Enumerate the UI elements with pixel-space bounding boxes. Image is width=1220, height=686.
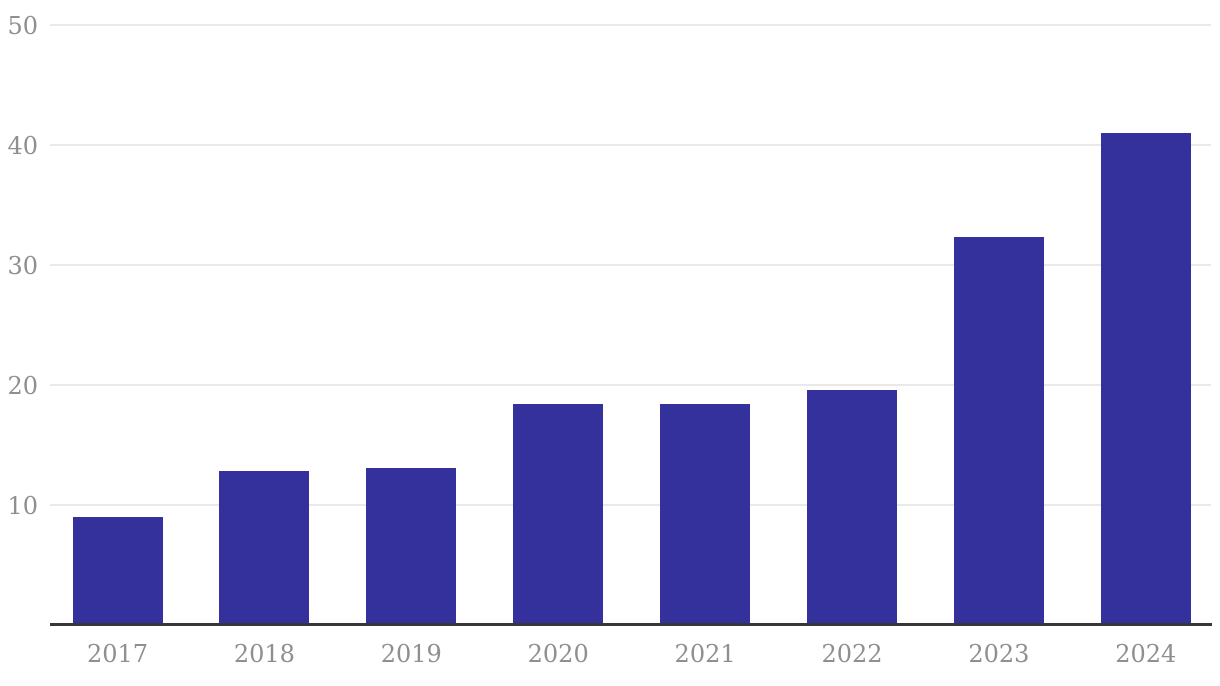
gridline-30 [50, 264, 1211, 266]
y-tick-label-30: 30 [7, 252, 38, 280]
x-tick-label-2017: 2017 [86, 640, 149, 668]
gridline-50 [50, 24, 1211, 26]
x-tick-label-2020: 2020 [527, 640, 589, 668]
bar-2024 [1100, 133, 1191, 623]
x-tick-label-2022: 2022 [821, 640, 883, 668]
x-tick-label-2023: 2023 [968, 640, 1030, 668]
y-tick-label-20: 20 [7, 372, 38, 400]
x-tick-label-2021: 2021 [674, 640, 736, 668]
bar-2018 [219, 471, 310, 623]
x-tick-label-2018: 2018 [233, 640, 295, 668]
gridline-20 [50, 384, 1211, 386]
bar-2020 [513, 404, 604, 623]
y-tick-label-50: 50 [7, 12, 38, 40]
gridline-10 [50, 504, 1211, 506]
bar-2017 [72, 517, 163, 623]
bar-2021 [660, 404, 751, 623]
y-tick-label-10: 10 [7, 492, 38, 520]
gridline-40 [50, 144, 1211, 146]
x-tick-label-2024: 2024 [1115, 640, 1177, 668]
x-tick-label-2019: 2019 [380, 640, 442, 668]
bar-2022 [807, 389, 897, 623]
bar-2023 [953, 237, 1044, 623]
y-tick-label-40: 40 [7, 132, 38, 160]
x-axis-line [50, 623, 1212, 626]
bar-2019 [366, 467, 457, 623]
